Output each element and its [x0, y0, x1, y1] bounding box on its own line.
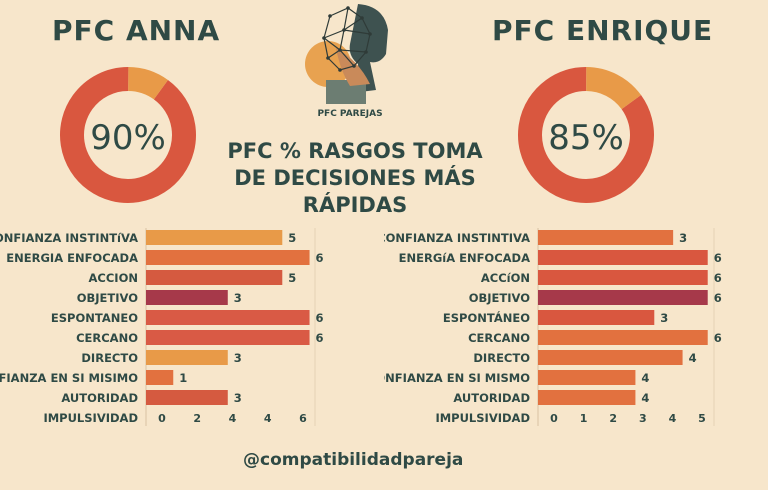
anna-bar [146, 370, 174, 385]
anna-category-label: ESPONTANEO [51, 311, 138, 325]
anna-category-label: ENERGIA ENFOCADA [6, 251, 138, 265]
anna-value-label: 1 [179, 371, 187, 385]
anna-bar [146, 230, 283, 245]
chart-title-line-3: RÁPIDAS [302, 193, 408, 217]
chart-title-line-1: PFC % RASGOS TOMA [227, 139, 483, 163]
anna-category-label: AUTORIDAD [61, 391, 138, 405]
enrique-value-label: 4 [641, 391, 649, 405]
anna-category-label: ACCION [89, 271, 138, 285]
anna-tick-label: 0 [158, 412, 166, 425]
enrique-category-label: CONFIANZA EN SI MISMO [384, 371, 530, 385]
enrique-value-label: 3 [679, 231, 687, 245]
social-handle: @compatibilidadpareja [243, 450, 464, 470]
enrique-category-label: ACCíON [481, 271, 530, 285]
anna-value-label: 5 [288, 271, 296, 285]
anna-value-label: 5 [288, 231, 296, 245]
anna-category-label: IMPULSIVIDAD [43, 411, 138, 425]
anna-tick-label: 2 [193, 412, 201, 425]
enrique-category-label: AUTORIDAD [453, 391, 530, 405]
enrique-donut-slices [518, 67, 654, 203]
enrique-donut-slice-2 [518, 67, 654, 203]
enrique-tick-label: 3 [639, 412, 647, 425]
enrique-category-label: ENERGíA ENFOCADA [399, 251, 530, 265]
enrique-value-label: 3 [660, 311, 668, 325]
anna-bar [146, 330, 310, 345]
enrique-tick-label: 4 [669, 412, 677, 425]
enrique-bar [538, 270, 708, 285]
enrique-category-label: IMPULSIVIDAD [435, 411, 530, 425]
enrique-bar [538, 370, 636, 385]
anna-value-label: 6 [316, 251, 324, 265]
anna-value-label: 3 [234, 291, 242, 305]
enrique-donut-chart: 85% [518, 67, 654, 203]
anna-category-label: DIRECTO [81, 351, 138, 365]
anna-donut-chart: 90% [60, 67, 196, 203]
enrique-bar [538, 310, 655, 325]
enrique-category-label: OBJETIVO [469, 291, 530, 305]
anna-donut-slices [60, 67, 196, 203]
enrique-bar [538, 250, 708, 265]
anna-bar [146, 250, 310, 265]
chart-title-line-2: DE DECISIONES MÁS [234, 166, 476, 190]
chart-title: PFC % RASGOS TOMA DE DECISIONES MÁS RÁPI… [205, 138, 505, 219]
anna-tick-label: 6 [299, 412, 307, 425]
anna-value-label: 3 [234, 391, 242, 405]
enrique-value-label: 6 [714, 331, 722, 345]
anna-category-label: CONFIANZA EN SI MISIMO [0, 371, 138, 385]
logo-caption: PFC PAREJAS [317, 109, 383, 119]
enrique-category-label: ESPONTÁNEO [443, 310, 530, 325]
enrique-bar [538, 330, 708, 345]
anna-value-label: 3 [234, 351, 242, 365]
enrique-tick-label: 1 [580, 412, 588, 425]
anna-value-label: 6 [316, 311, 324, 325]
anna-value-label: 6 [316, 331, 324, 345]
enrique-value-label: 6 [714, 251, 722, 265]
enrique-value-label: 4 [641, 371, 649, 385]
enrique-category-label: DIRECTO [473, 351, 530, 365]
anna-category-label: OBJETIVO [77, 291, 138, 305]
enrique-bar [538, 390, 636, 405]
anna-bar [146, 310, 310, 325]
enrique-bar [538, 350, 683, 365]
anna-bar [146, 390, 228, 405]
anna-tick-label: 4 [264, 412, 272, 425]
enrique-donut-label: 85% [548, 118, 624, 158]
anna-tick-label: 4 [229, 412, 237, 425]
enrique-category-label: CONFIANZA INSTINTIVA [384, 231, 530, 245]
left-person-name: PFC ANNA [52, 14, 221, 47]
anna-bar-chart: CONFIANZA INSTINTíVA 5 ENERGIA ENFOCADA 6 AC… [0, 228, 324, 426]
anna-bar [146, 350, 228, 365]
anna-bar [146, 290, 228, 305]
face-logo-icon [305, 4, 388, 104]
anna-bar [146, 270, 283, 285]
enrique-category-label: CERCANO [468, 331, 530, 345]
anna-donut-slice-2 [60, 67, 196, 203]
anna-category-label: CONFIANZA INSTINTíVA [0, 231, 138, 245]
enrique-tick-label: 2 [609, 412, 617, 425]
enrique-tick-label: 5 [698, 412, 706, 425]
enrique-bar [538, 230, 674, 245]
anna-donut-label: 90% [90, 118, 166, 158]
right-person-name: PFC ENRIQUE [492, 14, 714, 47]
enrique-bar-chart: CONFIANZA INSTINTIVA 3 ENERGíA ENFOCADA 6 AC… [384, 228, 722, 426]
enrique-tick-label: 0 [550, 412, 558, 425]
enrique-value-label: 6 [714, 291, 722, 305]
enrique-value-label: 4 [689, 351, 697, 365]
anna-category-label: CERCANO [76, 331, 138, 345]
enrique-value-label: 6 [714, 271, 722, 285]
enrique-bar [538, 290, 708, 305]
